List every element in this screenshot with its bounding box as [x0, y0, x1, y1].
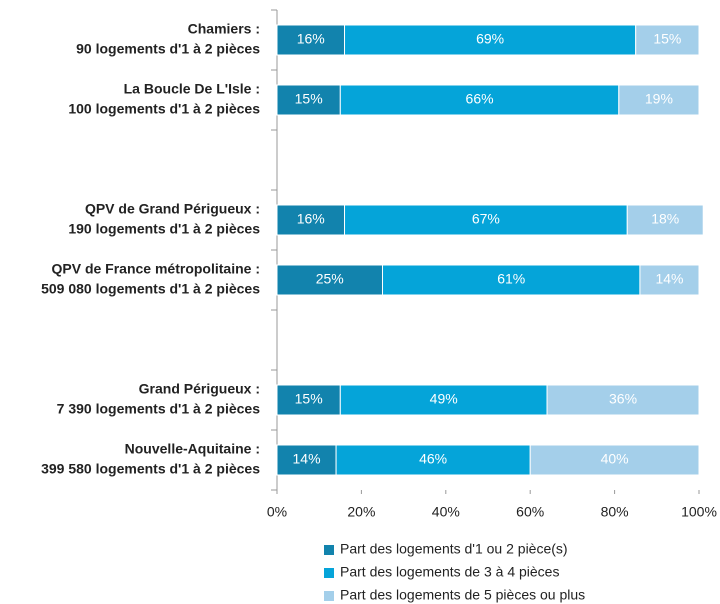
x-tick-label: 80% [601, 504, 629, 520]
category-label: Nouvelle-Aquitaine : [125, 441, 260, 457]
value-label: 25% [316, 271, 344, 287]
value-label: 40% [601, 451, 629, 467]
x-tick-label: 100% [681, 504, 717, 520]
value-label: 16% [297, 31, 325, 47]
category-label: 100 logements d'1 à 2 pièces [68, 101, 260, 117]
bar-segment [276, 384, 341, 416]
bar-segment [639, 264, 700, 296]
category-label: QPV de Grand Périgueux : [85, 201, 260, 217]
legend-label: Part des logements d'1 ou 2 pièce(s) [340, 541, 568, 557]
bar-segment [339, 84, 620, 116]
bar-segment [529, 444, 700, 476]
category-label: 7 390 logements d'1 à 2 pièces [57, 401, 261, 417]
category-label: La Boucle De L'Isle : [124, 81, 260, 97]
bar-segment [339, 384, 548, 416]
x-tick-label: 0% [267, 504, 287, 520]
value-label: 61% [497, 271, 525, 287]
bar-segment [626, 204, 704, 236]
value-label: 36% [609, 391, 637, 407]
legend-swatch [324, 545, 334, 555]
value-label: 69% [476, 31, 504, 47]
legend-label: Part des logements de 3 à 4 pièces [340, 564, 559, 580]
x-tick-label: 40% [432, 504, 460, 520]
category-label: 399 580 logements d'1 à 2 pièces [41, 461, 260, 477]
x-tick-label: 60% [516, 504, 544, 520]
bar-segment [618, 84, 700, 116]
value-label: 18% [651, 211, 679, 227]
value-label: 19% [645, 91, 673, 107]
value-label: 15% [295, 391, 323, 407]
bar-segment [276, 444, 337, 476]
bar-segment [276, 24, 346, 56]
x-tick-label: 20% [347, 504, 375, 520]
bar-segment [344, 204, 628, 236]
bar-segment [635, 24, 700, 56]
value-label: 66% [466, 91, 494, 107]
value-label: 67% [472, 211, 500, 227]
value-label: 14% [293, 451, 321, 467]
category-label: 190 logements d'1 à 2 pièces [68, 221, 260, 237]
legend-label: Part des logements de 5 pièces ou plus [340, 587, 585, 603]
value-label: 49% [430, 391, 458, 407]
legend-swatch [324, 591, 334, 601]
category-label: Chamiers : [188, 21, 260, 37]
value-label: 14% [655, 271, 683, 287]
value-label: 16% [297, 211, 325, 227]
value-label: 15% [653, 31, 681, 47]
bar-segment [276, 264, 383, 296]
bar-segment [546, 384, 700, 416]
bar-segment [382, 264, 641, 296]
category-label: QPV de France métropolitaine : [52, 261, 261, 277]
value-label: 46% [419, 451, 447, 467]
category-label: Grand Périgueux : [139, 381, 260, 397]
legend-swatch [324, 568, 334, 578]
category-label: 509 080 logements d'1 à 2 pièces [41, 281, 260, 297]
bar-segment [344, 24, 637, 56]
category-label: 90 logements d'1 à 2 pièces [76, 41, 260, 57]
value-label: 15% [295, 91, 323, 107]
bar-segment [276, 204, 346, 236]
